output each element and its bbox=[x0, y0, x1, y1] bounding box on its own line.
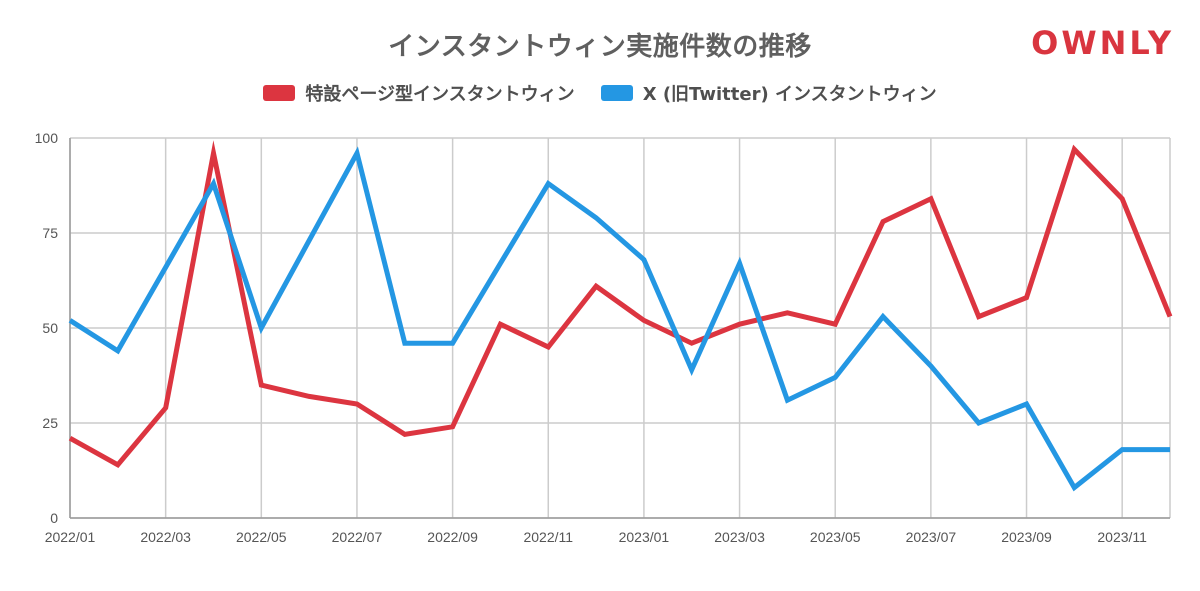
legend-swatch-blue bbox=[600, 85, 633, 101]
x-tick-label: 2023/09 bbox=[1001, 529, 1052, 545]
series-line-x-twitter bbox=[68, 146, 1170, 492]
x-tick-label: 2022/05 bbox=[236, 529, 287, 545]
legend-label-blue: X (旧Twitter) インスタントウィン bbox=[642, 84, 937, 105]
legend-item-red: 特設ページ型インスタントウィン bbox=[263, 80, 575, 106]
x-tick-label: 2023/03 bbox=[714, 529, 765, 545]
x-tick-label: 2023/07 bbox=[906, 529, 957, 545]
x-tick-label: 2022/01 bbox=[45, 529, 96, 545]
x-tick-label: 2023/11 bbox=[1097, 529, 1147, 545]
legend-swatch-red bbox=[263, 85, 296, 101]
legend-label-red: 特設ページ型インスタントウィン bbox=[305, 84, 575, 105]
x-tick-label: 2022/09 bbox=[427, 529, 478, 545]
y-tick-label: 50 bbox=[42, 320, 58, 336]
chart-title: インスタントウィン実施件数の推移 bbox=[388, 32, 812, 62]
x-tick-label: 2022/11 bbox=[523, 529, 573, 545]
y-tick-label: 25 bbox=[42, 415, 58, 431]
chart-legend: 特設ページ型インスタントウィン X (旧Twitter) インスタントウィン bbox=[0, 80, 1200, 106]
x-tick-label: 2023/05 bbox=[810, 529, 861, 545]
legend-item-blue: X (旧Twitter) インスタントウィン bbox=[600, 80, 937, 106]
x-tick-label: 2022/03 bbox=[140, 529, 191, 545]
y-tick-label: 0 bbox=[50, 510, 58, 526]
ownly-logo: OWNLY bbox=[1031, 24, 1174, 62]
y-tick-label: 75 bbox=[42, 225, 58, 241]
y-tick-label: 100 bbox=[35, 130, 59, 146]
x-tick-label: 2023/01 bbox=[619, 529, 670, 545]
x-tick-label: 2022/07 bbox=[332, 529, 383, 545]
series-line-special-page bbox=[68, 140, 1173, 468]
